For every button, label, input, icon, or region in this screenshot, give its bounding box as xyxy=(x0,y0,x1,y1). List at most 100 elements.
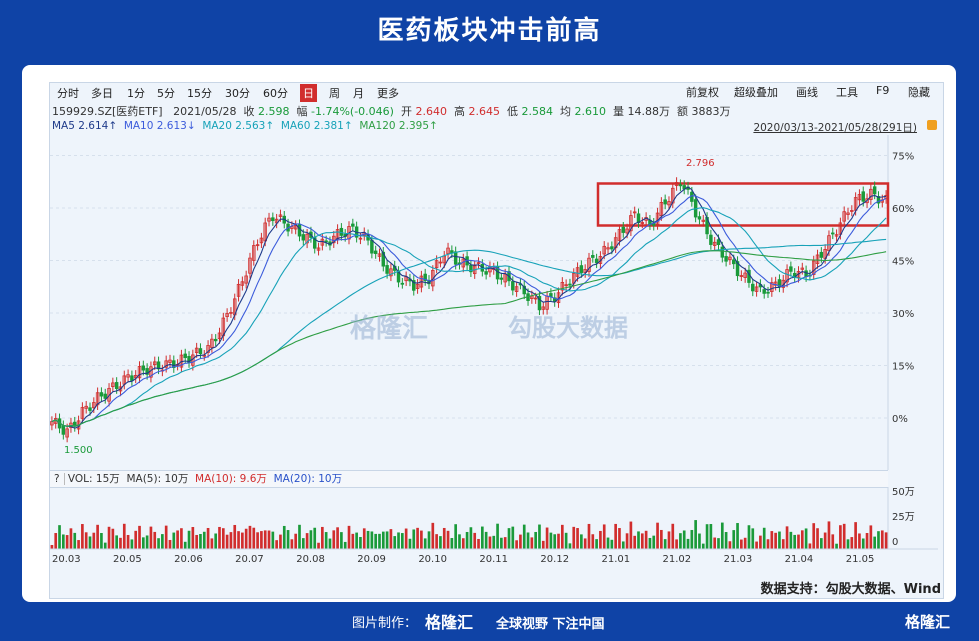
volume-bar xyxy=(660,529,663,549)
volume-bar xyxy=(362,528,366,549)
vol-ma10: MA(10): 9.6万 xyxy=(195,473,267,485)
volume-bar xyxy=(469,527,473,549)
volume-bar xyxy=(591,534,595,549)
volume-bar xyxy=(484,531,488,549)
volume-bar xyxy=(576,528,579,549)
close-value: 2.598 xyxy=(258,105,290,118)
vol-value: VOL: 15万 xyxy=(67,473,120,485)
volume-bar xyxy=(225,534,229,549)
volume-bar xyxy=(877,531,880,549)
candle-body xyxy=(731,259,736,265)
date-range[interactable]: 2020/03/13-2021/05/28(291日) xyxy=(753,122,917,134)
volume-bar xyxy=(435,534,438,549)
volume-bar xyxy=(298,524,301,549)
volume-bar xyxy=(869,525,873,549)
volume-bar xyxy=(61,534,65,549)
adjust-button[interactable]: 前复权 xyxy=(686,86,719,99)
volume-bar xyxy=(515,540,518,549)
volume-bar xyxy=(279,534,282,549)
candle-body xyxy=(99,392,104,397)
tab-week[interactable]: 周 xyxy=(329,87,340,100)
volume-bar xyxy=(229,532,233,549)
tab-60min[interactable]: 60分 xyxy=(263,87,288,100)
volume-bar xyxy=(149,526,153,549)
volume-bar xyxy=(842,523,846,549)
tab-day[interactable]: 日 xyxy=(300,84,317,102)
volume-bar xyxy=(511,526,515,549)
volume-bar xyxy=(507,528,511,549)
volume-bar xyxy=(122,523,126,549)
candle-body xyxy=(579,265,584,273)
y-tick-label: 45% xyxy=(892,257,914,268)
tab-more[interactable]: 更多 xyxy=(377,87,399,100)
tab-multiday[interactable]: 多日 xyxy=(91,87,113,100)
tab-5min[interactable]: 5分 xyxy=(157,87,175,100)
candle-body xyxy=(606,247,610,250)
candle-body xyxy=(301,234,306,241)
y-tick-label: 15% xyxy=(892,362,914,373)
volume-bar xyxy=(500,537,503,549)
volume-bar xyxy=(743,537,747,549)
volume-bar xyxy=(820,538,823,549)
volume-bar xyxy=(747,525,751,549)
tab-30min[interactable]: 30分 xyxy=(225,87,250,100)
volume-bar xyxy=(92,532,96,549)
volume-bar xyxy=(656,522,659,549)
candle-body xyxy=(872,186,877,195)
candle-body xyxy=(587,257,591,273)
candle-body xyxy=(785,269,789,283)
help-icon[interactable]: ? xyxy=(50,473,65,485)
candle-body xyxy=(499,277,504,280)
candle-body xyxy=(617,229,622,241)
candle-body xyxy=(244,275,248,284)
volume-bar xyxy=(812,523,816,549)
candle-body xyxy=(111,382,115,388)
volume-bar xyxy=(336,527,339,549)
volume-bar xyxy=(694,520,697,549)
volume-bar xyxy=(359,536,362,549)
volume-bar xyxy=(328,538,332,549)
candle-body xyxy=(857,194,862,201)
volume-bar xyxy=(206,527,210,549)
footer: 图片制作： 格隆汇 全球视野 下注中国 格隆汇 xyxy=(0,606,979,641)
tab-1min[interactable]: 1分 xyxy=(127,87,145,100)
volume-bar xyxy=(519,534,522,549)
candle-body xyxy=(194,347,199,353)
f9-button[interactable]: F9 xyxy=(876,84,890,97)
volume-bar xyxy=(290,539,294,549)
tab-month[interactable]: 月 xyxy=(353,87,364,100)
candle-body xyxy=(213,338,218,342)
volume-bar xyxy=(675,539,678,549)
tab-intraday[interactable]: 分时 xyxy=(57,87,79,100)
overlay-button[interactable]: 超级叠加 xyxy=(734,86,778,99)
lock-icon[interactable] xyxy=(927,120,937,130)
candle-body xyxy=(602,245,606,255)
candle-body xyxy=(172,360,176,368)
hide-button[interactable]: 隐藏 xyxy=(908,86,930,99)
candle-body xyxy=(819,251,824,258)
candle-body xyxy=(114,382,119,389)
ma5-line xyxy=(51,186,887,429)
volume-bar xyxy=(465,531,469,549)
candle-body xyxy=(137,366,142,379)
candle-body xyxy=(65,428,69,438)
candle-body xyxy=(373,250,378,254)
volume-bar xyxy=(176,530,179,549)
volume-bar xyxy=(294,533,298,549)
volume-bar xyxy=(282,525,286,549)
volume-bar xyxy=(450,538,454,549)
footer-logo: 格隆汇 xyxy=(425,613,474,632)
tab-15min[interactable]: 15分 xyxy=(187,87,212,100)
open-value: 2.640 xyxy=(415,105,447,118)
tools-button[interactable]: 工具 xyxy=(836,86,858,99)
max-annotation: 2.796 xyxy=(686,158,715,169)
low-label: 低 xyxy=(506,105,518,118)
draw-button[interactable]: 画线 xyxy=(796,86,818,99)
candle-body xyxy=(678,184,683,187)
volume-bar xyxy=(480,526,484,549)
ma10-legend: MA10 2.613↓ xyxy=(123,120,196,132)
volume-bar xyxy=(488,536,492,549)
volume-bar xyxy=(366,530,370,549)
candle-body xyxy=(728,256,732,261)
candle-body xyxy=(659,202,664,217)
